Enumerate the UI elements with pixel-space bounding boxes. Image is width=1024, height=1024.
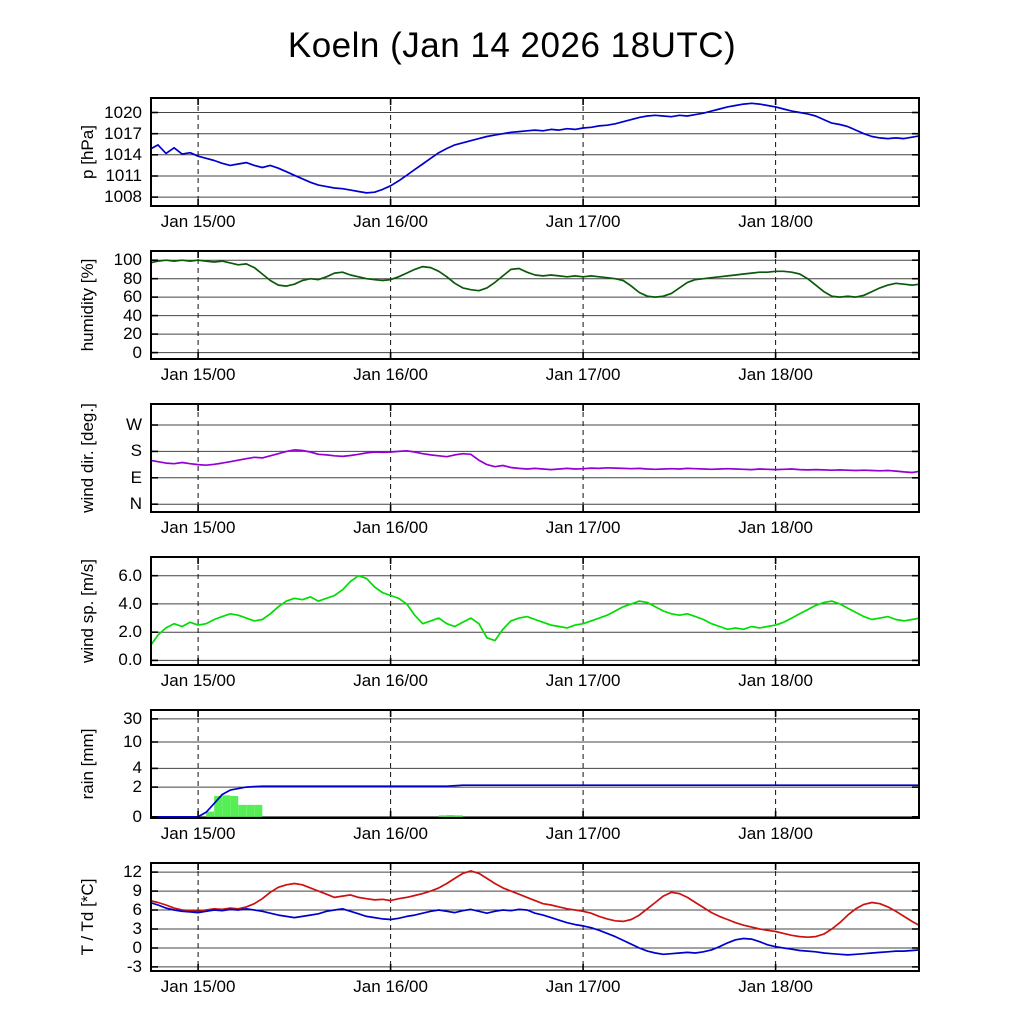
plot-border: [150, 862, 920, 972]
humidity-line: [150, 259, 920, 298]
temperature-plot-svg: [150, 862, 920, 972]
y-tick-label: 100: [113, 250, 142, 270]
pressure-plot-svg: [150, 97, 920, 207]
x-tick-label: Jan 18/00: [738, 671, 813, 690]
wind_speed-line: [150, 574, 920, 647]
y-tick-label: 0: [132, 937, 142, 957]
y-tick-label: 4.0: [118, 593, 142, 613]
pressure-plot: 1020 1017 1014 1011 1008 Jan 15/00 Jan 16/00 Ja…: [104, 97, 920, 231]
x-tick-label: Jan 16/00: [353, 977, 428, 996]
x-tick-label: Jan 18/00: [738, 365, 813, 384]
y-tick-label: 10: [123, 732, 142, 751]
y-tick-label: 80: [123, 268, 142, 288]
pressure-line: [150, 102, 920, 194]
wind_direction-plot-svg: [150, 403, 920, 513]
y-tick-label: E: [130, 467, 142, 487]
rain-plot: 30 10 4 2 0 Jan 15/00 Jan 16/00 Jan 17/00 Jan 18…: [123, 709, 920, 843]
x-tick-label: Jan 15/00: [160, 212, 236, 231]
y-tick-label: 20: [123, 324, 142, 344]
x-tick-label: Jan 17/00: [545, 671, 621, 690]
plot-border: [150, 403, 920, 513]
rain-bar: [438, 815, 447, 817]
x-tick-label: Jan 17/00: [545, 365, 621, 384]
y-tick-label: 4: [132, 758, 142, 778]
humidity-plot: 100 80 60 40 20 0 Jan 15/00 Jan 16/00 Jan 17/00 J…: [114, 250, 920, 384]
x-tick-label: Jan 17/00: [545, 977, 621, 996]
x-tick-label: Jan 16/00: [353, 365, 428, 384]
humidity-plot-svg: [150, 250, 920, 360]
x-tick-label: Jan 16/00: [353, 824, 428, 843]
y-tick-label: S: [130, 441, 142, 461]
temperature-plot: 12 9 6 3 0 -3 Jan 15/00 Jan 16/00 Jan 17/00 Jan 1…: [123, 862, 920, 996]
y-tick-label: 30: [123, 708, 142, 728]
chart-title: Koeln (Jan 14 2026 18UTC): [287, 26, 737, 65]
x-tick-label: Jan 15/00: [160, 671, 236, 690]
y-tick-label: 12: [123, 862, 142, 882]
rain_accum-line: [150, 784, 920, 818]
dewpoint-line: [150, 901, 920, 956]
wind_dir-line: [150, 449, 920, 474]
wind-speed-plot: 6.0 4.0 2.0 0.0 Jan 15/00 Jan 16/00 Jan 17/00 J…: [118, 556, 920, 690]
rain-bar: [446, 815, 455, 817]
rain-bar: [230, 796, 239, 817]
y-tick-label: 60: [123, 287, 142, 307]
temperature-line: [150, 870, 920, 939]
y-tick-label: 6: [132, 900, 142, 920]
y-tick-label: 3: [132, 919, 142, 938]
rain-bar: [454, 815, 463, 817]
panel-wind-direction: wind dir. [deg.] W S E N Jan 15/00 Jan 16/00 J…: [78, 403, 920, 537]
rain-bar: [246, 804, 255, 817]
x-tick-label: Jan 18/00: [738, 212, 813, 231]
y-tick-label: 2.0: [118, 622, 142, 642]
plot-border: [150, 97, 920, 207]
y-tick-label: -3: [126, 956, 142, 976]
x-tick-label: Jan 16/00: [353, 671, 428, 690]
rain-bar: [222, 795, 231, 817]
panel-temperature: T / Td [*C] 12 9 6 3 0 -3 Jan 15/00 Jan 16/00 Ja…: [78, 862, 920, 996]
rain-bar: [214, 796, 223, 817]
plot-border: [150, 556, 920, 666]
panel-pressure: p [hPa] 1020 1017 1014 1011 1008 Jan 15/00 Jan…: [78, 97, 920, 231]
x-tick-label: Jan 18/00: [738, 824, 813, 843]
y-tick-label: 1014: [104, 144, 142, 164]
plot-border: [150, 709, 920, 819]
rain-bar: [206, 811, 215, 817]
rain-bar: [238, 804, 247, 817]
panel-wind-speed: wind sp. [m/s] 6.0 4.0 2.0 0.0 Jan 15/00 Jan …: [78, 556, 920, 690]
y-tick-label: 1008: [104, 187, 142, 207]
y-tick-label: N: [129, 494, 142, 514]
plot-border: [150, 250, 920, 360]
y-tick-label: W: [125, 415, 142, 434]
y-tick-label: 0: [132, 342, 142, 362]
x-tick-label: Jan 15/00: [160, 365, 236, 384]
y-tick-label: 2: [132, 777, 142, 797]
y-tick-label: 9: [132, 881, 142, 901]
y-tick-label: 0.0: [118, 650, 142, 670]
x-tick-label: Jan 15/00: [160, 824, 236, 843]
y-tick-label: 0: [132, 806, 142, 826]
y-tick-label: 1020: [104, 102, 142, 122]
rain-bar: [254, 804, 263, 817]
rain-plot-svg: [150, 709, 920, 819]
y-tick-label: 1011: [105, 165, 142, 185]
x-tick-label: Jan 16/00: [353, 212, 428, 231]
x-tick-label: Jan 18/00: [738, 518, 813, 537]
y-tick-label: 40: [123, 305, 142, 325]
x-tick-label: Jan 17/00: [545, 824, 621, 843]
x-tick-label: Jan 17/00: [545, 212, 621, 231]
x-tick-label: Jan 17/00: [545, 518, 621, 537]
panel-humidity: humidity [%] 100 80 60 40 20 0 Jan 15/00 Jan 16…: [78, 250, 920, 384]
wind-direction-plot: W S E N Jan 15/00 Jan 16/00 Jan 17/00 Jan 18/00: [126, 403, 920, 537]
x-tick-label: Jan 15/00: [160, 977, 236, 996]
x-tick-label: Jan 18/00: [738, 977, 813, 996]
panel-rain: rain [mm] 30 10 4 2 0 Jan 15/00 Jan 16/00 Jan 1…: [78, 709, 920, 843]
y-tick-label: 1017: [104, 123, 142, 143]
y-tick-label: 6.0: [118, 565, 142, 585]
x-tick-label: Jan 15/00: [160, 518, 236, 537]
wind_speed-plot-svg: [150, 556, 920, 666]
x-tick-label: Jan 16/00: [353, 518, 428, 537]
